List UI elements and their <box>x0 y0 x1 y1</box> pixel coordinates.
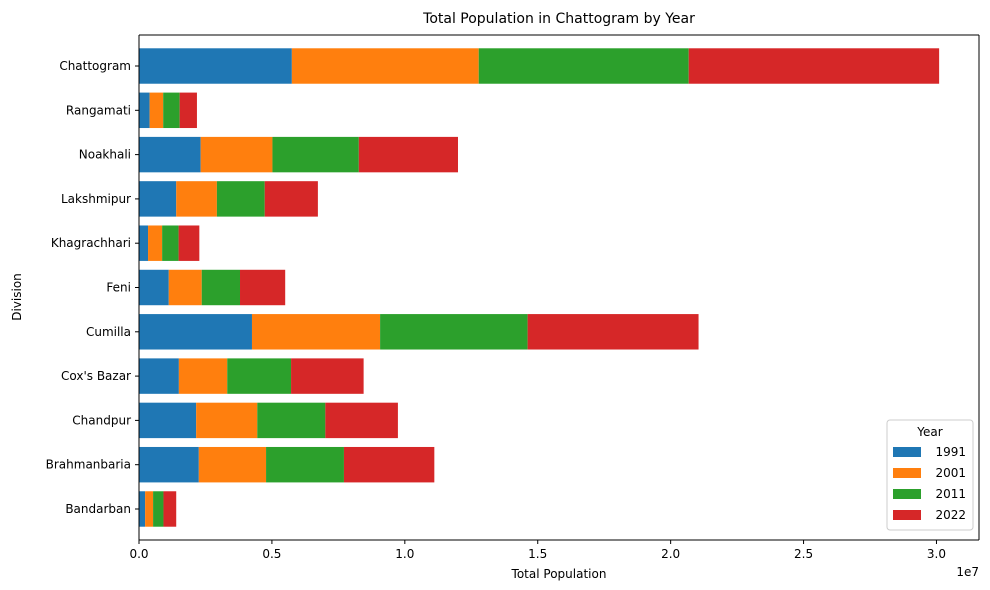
bar-2022-chattogram <box>688 48 940 84</box>
bar-2022-cox-s-bazar <box>291 358 364 394</box>
y-tick-label: Brahmanbaria <box>46 458 131 472</box>
bar-1991-cox-s-bazar <box>139 358 179 394</box>
legend-swatch-2022 <box>893 510 921 520</box>
bar-2022-feni <box>240 269 286 306</box>
bar-2011-lakshmipur <box>216 181 265 217</box>
legend-swatch-1991 <box>893 447 921 457</box>
bars-group <box>139 48 940 527</box>
bar-2001-cox-s-bazar <box>178 358 228 394</box>
bar-2011-brahmanbaria <box>266 446 344 483</box>
bar-2011-cox-s-bazar <box>227 358 292 394</box>
x-tick-label: 2.5 <box>794 547 813 561</box>
bar-2001-rangamati <box>149 92 164 129</box>
x-tick-label: 3.0 <box>927 547 946 561</box>
bar-2001-brahmanbaria <box>198 446 267 483</box>
bar-2001-cumilla <box>251 314 381 350</box>
x-tick-label: 1.0 <box>395 547 414 561</box>
bar-1991-lakshmipur <box>139 181 177 217</box>
bar-2001-lakshmipur <box>176 181 217 217</box>
y-tick-label: Rangamati <box>66 103 131 117</box>
bar-2001-khagrachhari <box>148 225 163 261</box>
axes-group: 0.0 0.5 1.0 1.5 2.0 2.5 3.0 Bandarban Brahmanbar… <box>46 34 980 561</box>
bar-2001-chandpur <box>196 402 258 439</box>
bar-2001-noakhali <box>200 136 273 173</box>
y-tick-label: Noakhali <box>79 148 131 162</box>
bar-2011-rangamati <box>163 92 180 129</box>
y-tick-label: Bandarban <box>65 502 131 516</box>
x-axis-title: Total Population <box>511 567 607 581</box>
bar-1991-khagrachhari <box>139 225 149 261</box>
x-tick-label: 2.0 <box>661 547 680 561</box>
bar-2001-bandarban <box>145 491 154 527</box>
legend-label-2022: 2022 <box>935 508 966 522</box>
bar-1991-brahmanbaria <box>139 446 199 483</box>
bar-1991-feni <box>139 269 169 306</box>
y-axis-title: Division <box>10 273 24 321</box>
x-axis-offset-label: 1e7 <box>956 565 979 579</box>
y-tick-label: Cumilla <box>86 325 131 339</box>
bar-1991-chandpur <box>139 402 197 439</box>
bar-2011-khagrachhari <box>162 225 179 261</box>
bar-2022-chandpur <box>325 402 398 439</box>
bar-2011-chandpur <box>257 402 326 439</box>
bar-1991-cumilla <box>139 314 252 350</box>
x-tick-label: 0.0 <box>129 547 148 561</box>
y-tick-label: Feni <box>106 281 131 295</box>
legend-swatch-2011 <box>893 489 921 499</box>
y-tick-label: Cox's Bazar <box>61 369 131 383</box>
bar-1991-bandarban <box>139 491 146 527</box>
bar-2001-chattogram <box>291 48 479 84</box>
legend-label-1991: 1991 <box>935 445 966 459</box>
x-tick-label: 0.5 <box>262 547 281 561</box>
y-tick-label: Lakshmipur <box>61 192 131 206</box>
bar-1991-chattogram <box>139 48 292 84</box>
bar-1991-noakhali <box>139 136 201 173</box>
bar-2022-noakhali <box>358 136 458 173</box>
legend: Year 1991 2001 2011 2022 <box>886 419 974 531</box>
bar-2022-cumilla <box>527 314 699 350</box>
bar-2022-khagrachhari <box>178 225 200 261</box>
bar-2011-noakhali <box>272 136 359 173</box>
bar-2022-lakshmipur <box>264 181 318 217</box>
legend-label-2001: 2001 <box>935 466 966 480</box>
bar-2022-brahmanbaria <box>343 446 435 483</box>
chart-title: Total Population in Chattogram by Year <box>422 11 695 27</box>
bar-2022-rangamati <box>179 92 197 129</box>
bar-1991-rangamati <box>139 92 150 129</box>
bar-2022-bandarban <box>163 491 177 527</box>
legend-title: Year <box>916 425 942 439</box>
bar-2011-bandarban <box>153 491 164 527</box>
y-tick-label: Chattogram <box>59 59 131 73</box>
bar-2011-cumilla <box>380 314 528 350</box>
legend-swatch-2001 <box>893 468 921 478</box>
y-tick-label: Chandpur <box>72 413 131 427</box>
legend-label-2011: 2011 <box>935 487 966 501</box>
y-tick-label: Khagrachhari <box>51 236 131 250</box>
x-tick-label: 1.5 <box>528 547 547 561</box>
bar-2001-feni <box>168 269 202 306</box>
bar-2011-feni <box>201 269 241 306</box>
bar-2011-chattogram <box>478 48 689 84</box>
